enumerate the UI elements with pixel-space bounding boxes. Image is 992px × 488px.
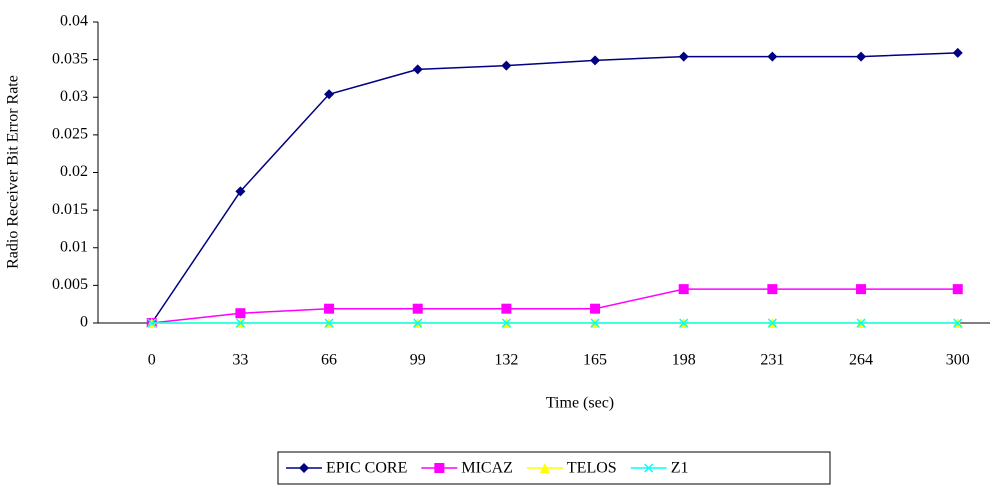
y-axis-label: Radio Receiver Bit Error Rate — [5, 75, 22, 269]
series-line — [152, 53, 958, 323]
chart: Time (sec) Radio Receiver Bit Error Rate… — [0, 0, 992, 488]
legend-label: Z1 — [671, 460, 689, 477]
marker — [413, 64, 423, 74]
x-tick-label: 300 — [946, 352, 970, 369]
x-tick-label: 99 — [410, 352, 426, 369]
y-tick-label: 0.02 — [60, 163, 88, 180]
x-tick-label: 33 — [232, 352, 248, 369]
x-axis-label: Time (sec) — [546, 395, 614, 412]
marker — [501, 61, 511, 71]
marker — [953, 284, 963, 294]
marker — [501, 304, 511, 314]
marker — [590, 55, 600, 65]
marker — [413, 304, 423, 314]
y-tick-label: 0.01 — [60, 238, 88, 255]
marker — [767, 52, 777, 62]
marker — [679, 52, 689, 62]
x-tick-label: 231 — [760, 352, 784, 369]
marker — [679, 284, 689, 294]
series-line — [152, 289, 958, 323]
y-tick-label: 0 — [80, 314, 88, 331]
legend-label: EPIC CORE — [326, 460, 407, 477]
y-tick-label: 0.03 — [60, 88, 88, 105]
x-tick-label: 132 — [494, 352, 518, 369]
y-tick-label: 0.035 — [52, 50, 88, 67]
marker — [434, 463, 444, 473]
marker — [953, 48, 963, 58]
y-tick-label: 0.015 — [52, 201, 88, 218]
x-tick-label: 198 — [672, 352, 696, 369]
marker — [767, 284, 777, 294]
legend-label: TELOS — [567, 460, 617, 477]
legend-label: MICAZ — [461, 460, 513, 477]
marker — [235, 308, 245, 318]
y-tick-label: 0.04 — [60, 13, 88, 30]
x-tick-label: 0 — [148, 352, 156, 369]
marker — [590, 304, 600, 314]
y-tick-label: 0.025 — [52, 126, 88, 143]
y-tick-label: 0.005 — [52, 276, 88, 293]
x-tick-label: 66 — [321, 352, 337, 369]
marker — [856, 52, 866, 62]
marker — [856, 284, 866, 294]
x-tick-label: 264 — [849, 352, 873, 369]
x-tick-label: 165 — [583, 352, 607, 369]
marker — [324, 304, 334, 314]
